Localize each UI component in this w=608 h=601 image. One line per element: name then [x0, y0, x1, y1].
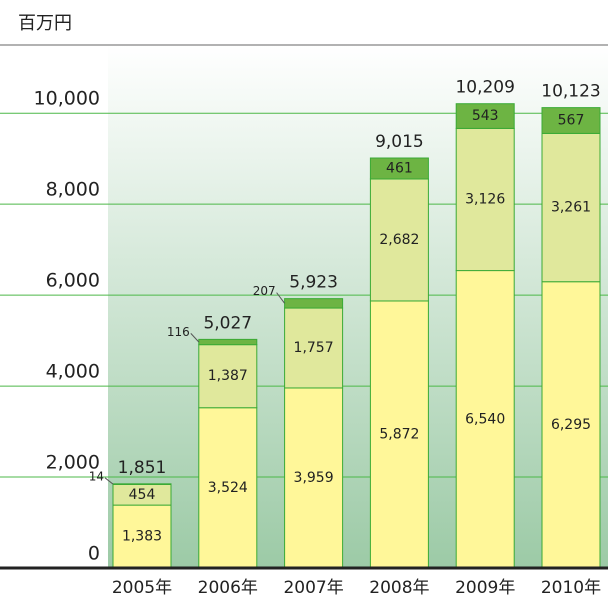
x-tick-label: 2006年	[198, 578, 258, 598]
bar-segment	[455, 103, 515, 129]
y-tick-label: 10,000	[34, 88, 100, 110]
bar-segment	[455, 270, 515, 569]
data-label: 14	[89, 469, 104, 483]
y-tick-label: 2,000	[46, 452, 100, 474]
data-label: 3,959	[294, 470, 334, 486]
data-label: 1,383	[122, 529, 162, 545]
bar-segment	[284, 307, 344, 389]
bar-segment	[369, 178, 429, 302]
leader-line	[190, 333, 200, 343]
bar-segment	[198, 344, 258, 409]
data-label: 543	[472, 108, 499, 124]
bar-segment	[112, 504, 172, 569]
data-label: 3,261	[551, 200, 591, 216]
data-label: 5,872	[379, 426, 419, 442]
x-tick-label: 2008年	[369, 578, 429, 598]
total-label: 10,209	[455, 78, 514, 98]
y-tick-label: 6,000	[46, 270, 100, 292]
y-tick-label: 4,000	[46, 361, 100, 383]
y-tick-label: 0	[88, 543, 100, 565]
x-tick-label: 2007年	[283, 578, 343, 598]
x-tick-label: 2010年	[541, 578, 601, 598]
total-label: 5,923	[289, 273, 338, 293]
leader-line	[276, 292, 286, 304]
data-label: 2,682	[379, 232, 419, 248]
data-label: 1,757	[294, 340, 334, 356]
bar-segment	[369, 157, 429, 180]
leader-line	[104, 477, 114, 485]
bar-segment	[284, 298, 344, 309]
x-tick-label: 2005年	[112, 578, 172, 598]
y-tick-label: 8,000	[46, 179, 100, 201]
unit-label: 百万円	[18, 13, 72, 34]
total-label: 5,027	[203, 313, 252, 333]
bar-segment	[541, 281, 601, 569]
total-label: 1,851	[118, 458, 167, 478]
data-label: 461	[386, 160, 413, 176]
data-label: 567	[558, 113, 585, 129]
bar-segment	[541, 107, 601, 134]
data-label: 454	[129, 487, 156, 503]
total-label: 10,123	[541, 82, 600, 102]
bar-segment	[198, 338, 258, 346]
bar-segment	[455, 127, 515, 272]
data-label: 207	[253, 284, 276, 298]
x-tick-label: 2009年	[455, 578, 515, 598]
data-label: 3,126	[465, 191, 505, 207]
bar-segment	[284, 387, 344, 569]
data-label: 116	[167, 325, 190, 339]
plot-area	[108, 45, 608, 568]
data-label: 6,540	[465, 411, 505, 427]
data-label: 6,295	[551, 417, 591, 433]
data-label: 3,524	[208, 480, 248, 496]
bar-segment	[112, 483, 172, 485]
bar-segment	[369, 300, 429, 569]
data-label: 1,387	[208, 368, 248, 384]
total-label: 9,015	[375, 132, 424, 152]
